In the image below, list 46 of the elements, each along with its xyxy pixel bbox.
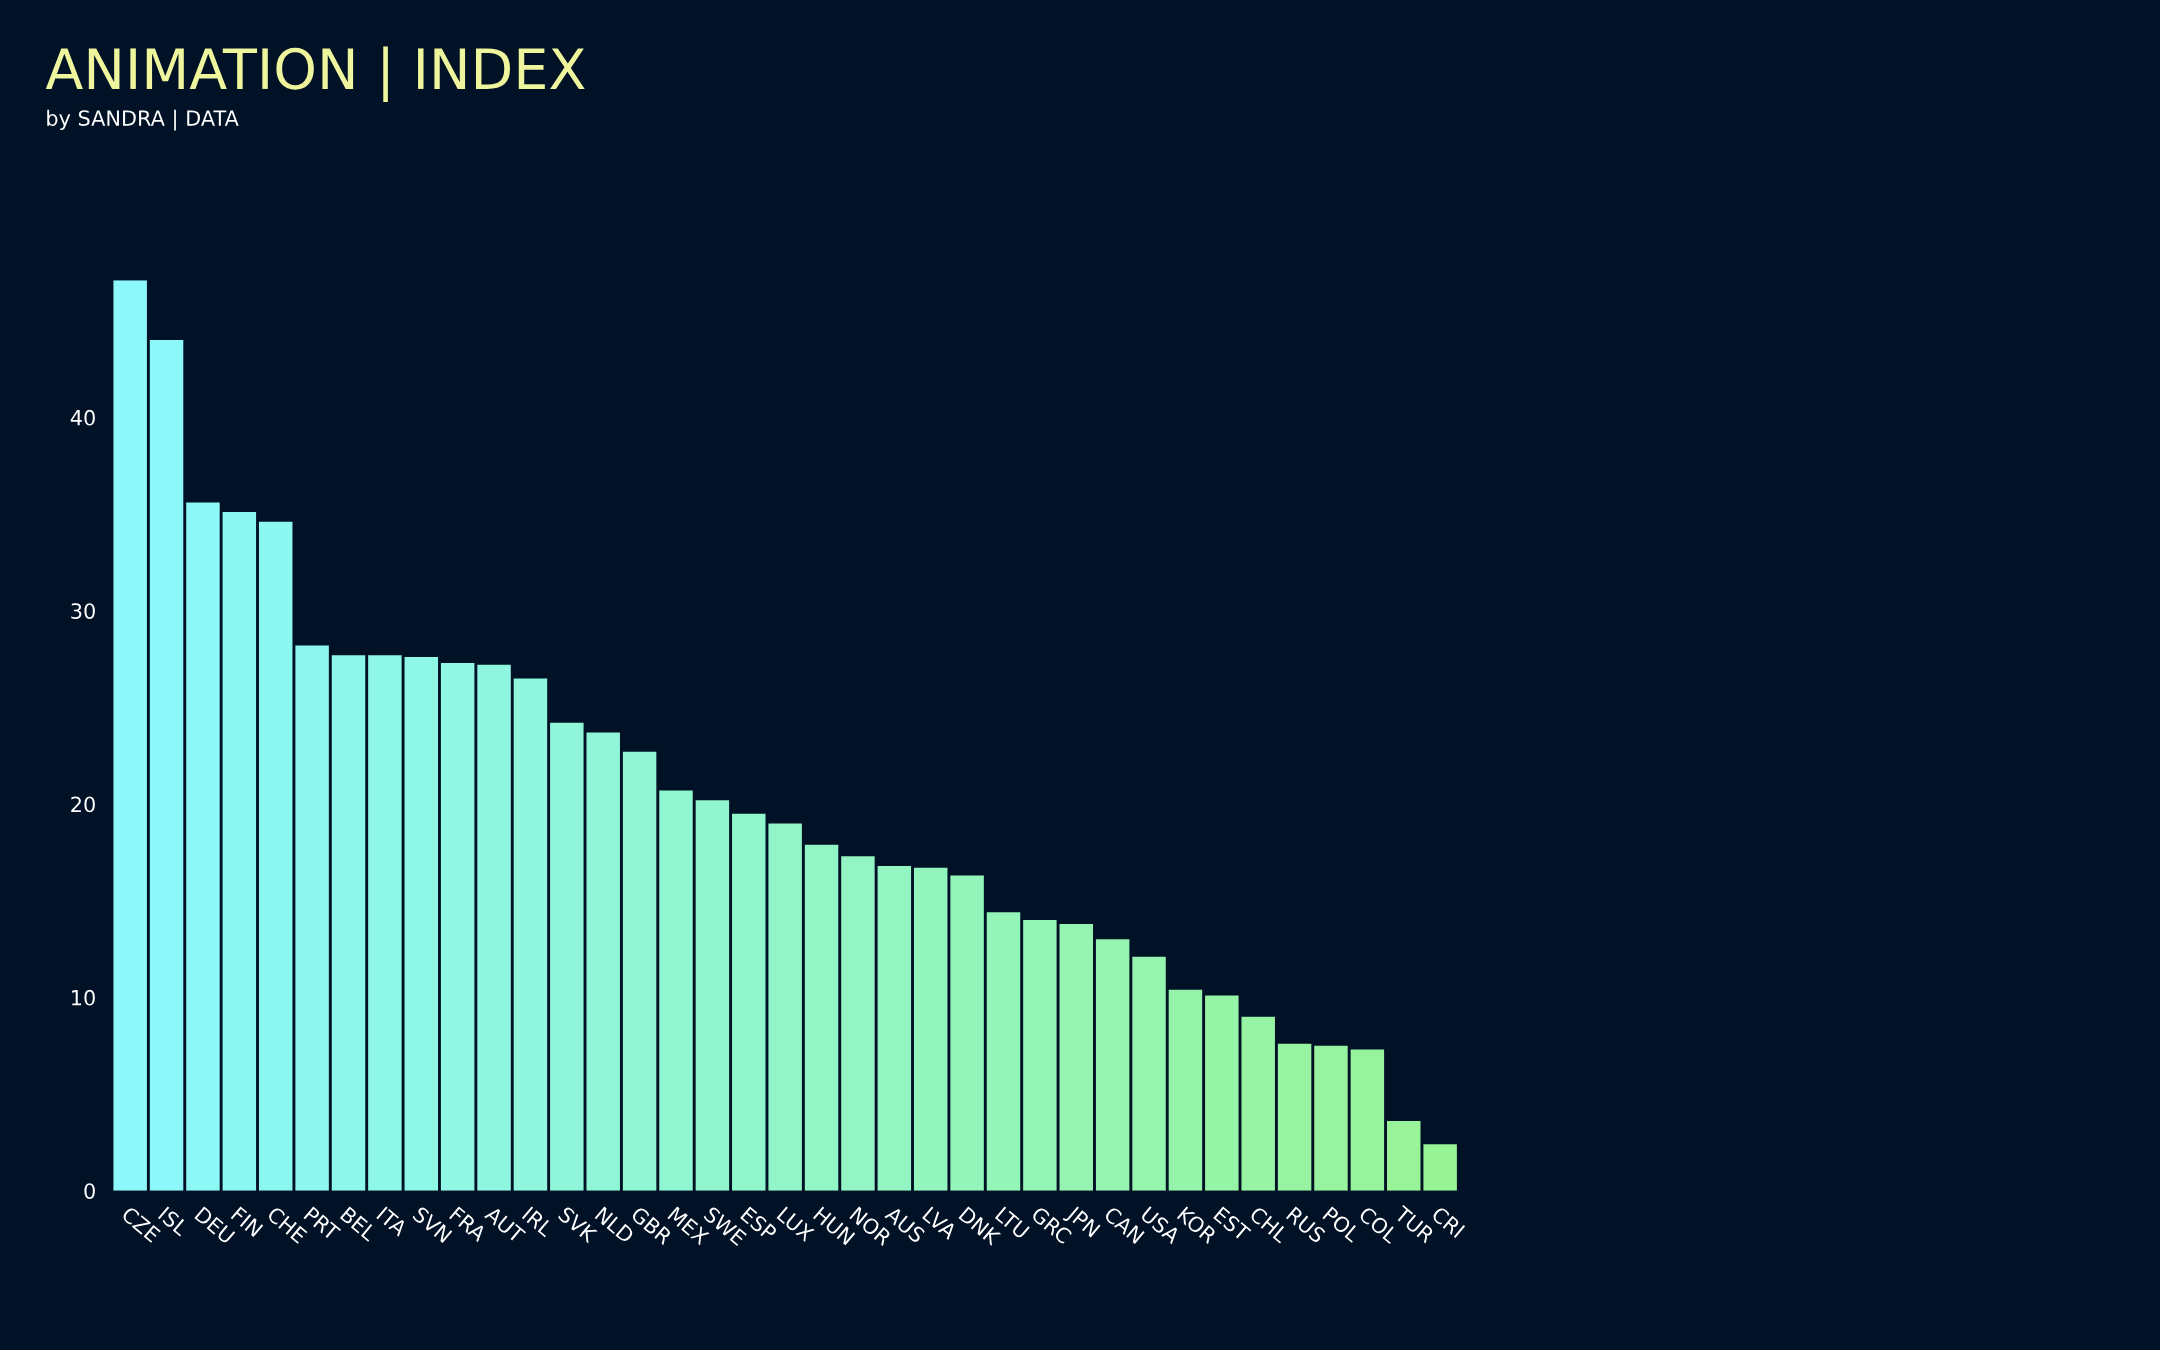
- chart-subtitle: by SANDRA | DATA: [47, 109, 239, 131]
- bar: [1205, 995, 1239, 1191]
- x-tick-label: EST: [1213, 1206, 1252, 1243]
- bar: [1277, 1043, 1312, 1191]
- bar: [186, 502, 220, 1191]
- bar: [149, 340, 184, 1191]
- bar: [1387, 1121, 1421, 1191]
- bar: [404, 657, 439, 1191]
- bar: [1095, 939, 1130, 1191]
- bar: [1059, 923, 1093, 1191]
- chart-title: ANIMATION | INDEX: [45, 46, 585, 103]
- bar: [732, 813, 766, 1191]
- y-tick-label: 30: [71, 603, 95, 619]
- bar: [1350, 1049, 1385, 1191]
- bar: [440, 662, 475, 1191]
- bar: [331, 655, 366, 1191]
- bar: [986, 912, 1021, 1191]
- y-tick-label: 20: [71, 796, 95, 813]
- bar: [368, 655, 402, 1191]
- bar: [113, 280, 147, 1191]
- bar: [550, 722, 584, 1191]
- y-tick-label: 0: [84, 1183, 95, 1199]
- bar: [622, 751, 657, 1191]
- bar: [913, 867, 948, 1191]
- bar: [768, 823, 802, 1191]
- bar: [695, 800, 730, 1191]
- bar: [877, 865, 912, 1191]
- bar: [586, 732, 620, 1191]
- bar: [950, 875, 984, 1191]
- y-tick-label: 40: [70, 409, 95, 426]
- bar: [1132, 956, 1166, 1191]
- bar: [841, 856, 875, 1191]
- bar: [1241, 1016, 1275, 1191]
- bar: [1023, 920, 1057, 1191]
- bar: [1423, 1144, 1457, 1191]
- bar: [258, 521, 293, 1191]
- bar: [804, 844, 839, 1191]
- y-tick-label: 10: [72, 989, 95, 1006]
- bar: [222, 512, 257, 1191]
- bar: [513, 678, 548, 1191]
- bar: [477, 664, 511, 1191]
- bar: [1168, 989, 1203, 1191]
- bar: [1314, 1045, 1348, 1191]
- bar: [659, 790, 693, 1191]
- x-tick-label: ITA: [376, 1206, 409, 1237]
- bar: [295, 645, 329, 1191]
